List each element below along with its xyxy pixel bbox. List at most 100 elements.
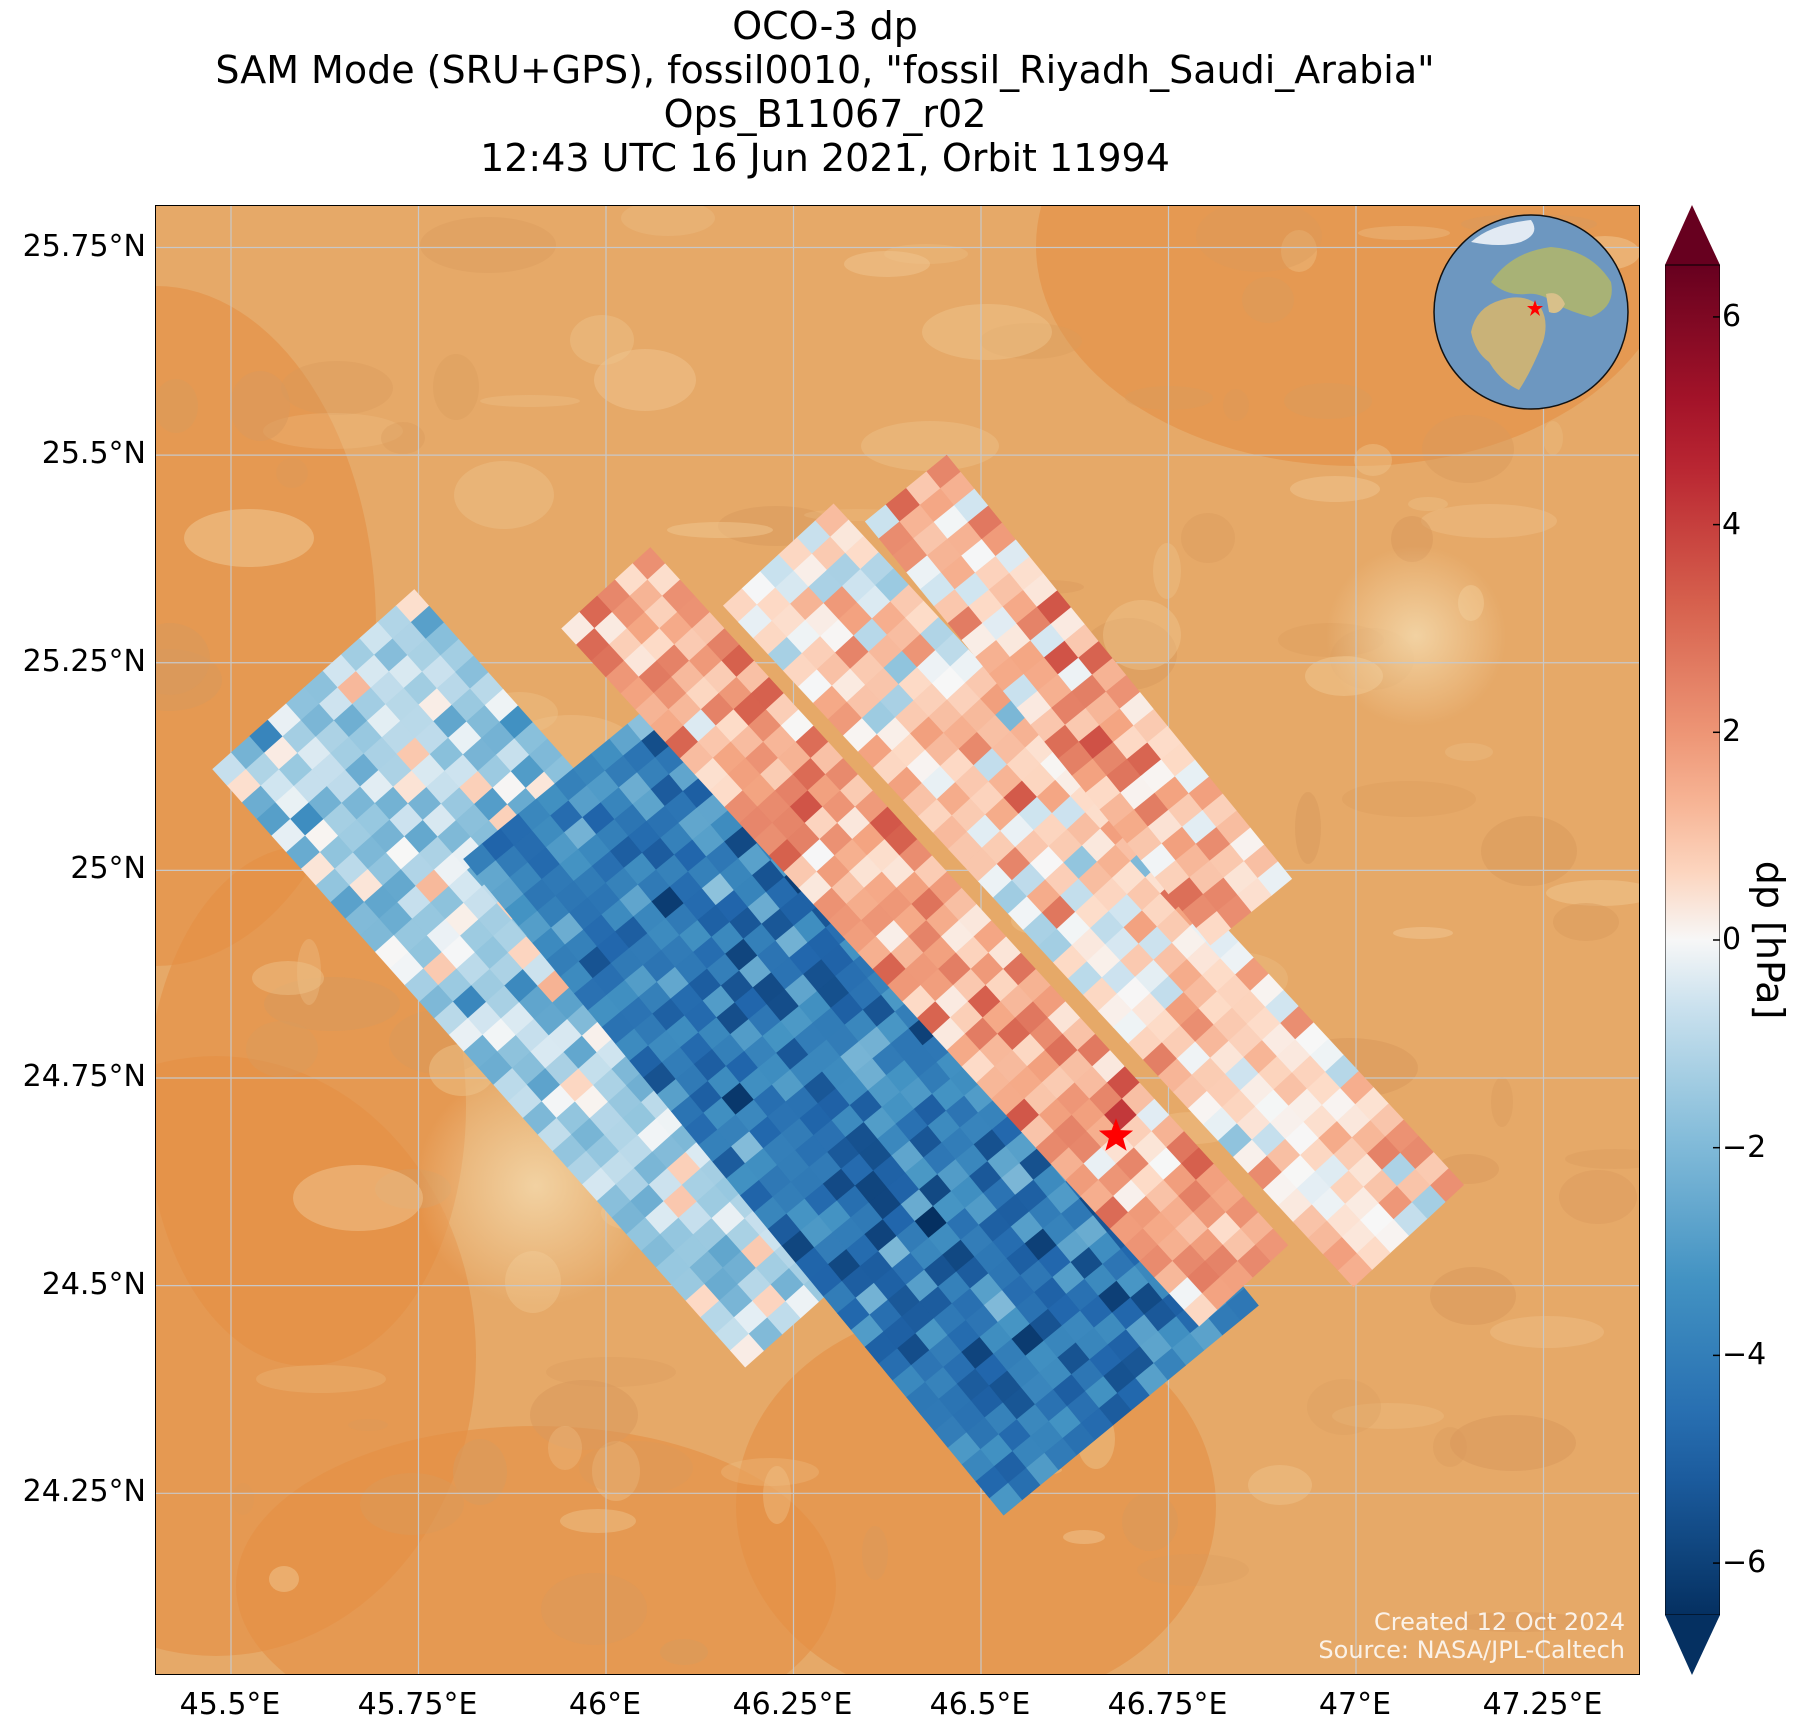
source-credit: Source: NASA/JPL-Caltech bbox=[1318, 1636, 1625, 1664]
terrain-patch bbox=[1223, 389, 1249, 421]
terrain-patch bbox=[297, 939, 321, 1005]
lon-tick-label: 46°E bbox=[568, 1687, 642, 1722]
terrain-patch bbox=[420, 217, 556, 273]
figure-title: OCO-3 dp SAM Mode (SRU+GPS), fossil0010,… bbox=[0, 4, 1650, 180]
terrain-patch bbox=[156, 623, 210, 695]
lat-tick-label: 25.75°N bbox=[22, 228, 146, 264]
terrain-patch bbox=[1122, 1493, 1178, 1551]
terrain-patch bbox=[1281, 230, 1317, 272]
colorbar-label: dp [hPa] bbox=[1748, 860, 1792, 1020]
terrain-patch bbox=[546, 1357, 676, 1387]
terrain-patch bbox=[1103, 600, 1181, 670]
terrain-patch bbox=[360, 1473, 464, 1535]
terrain-patch bbox=[1196, 206, 1322, 272]
colorbar-tick-label: 4 bbox=[1722, 506, 1742, 542]
terrain-patch bbox=[276, 458, 308, 488]
terrain-patch bbox=[570, 315, 634, 365]
terrain-patch bbox=[1242, 277, 1294, 323]
terrain-patch bbox=[1543, 421, 1563, 455]
terrain-patch bbox=[1290, 476, 1380, 502]
terrain-patch bbox=[232, 1483, 254, 1515]
terrain-patch bbox=[1354, 444, 1392, 476]
lat-tick-label: 25.25°N bbox=[22, 643, 146, 679]
terrain-patch bbox=[1422, 415, 1514, 483]
terrain-patch bbox=[721, 1458, 819, 1486]
terrain-patch bbox=[980, 323, 1082, 359]
terrain-patch bbox=[453, 1439, 507, 1505]
title-line-2: SAM Mode (SRU+GPS), fossil0010, "fossil_… bbox=[215, 48, 1435, 92]
terrain-patch bbox=[1565, 1149, 1639, 1169]
colorbar-tick-label: −4 bbox=[1722, 1337, 1767, 1373]
africa bbox=[1471, 297, 1546, 390]
colorbar-tick-label: 2 bbox=[1722, 714, 1742, 750]
lat-tick-label: 24.75°N bbox=[22, 1059, 146, 1095]
terrain-patch bbox=[1450, 1415, 1576, 1471]
eurasia bbox=[1491, 247, 1612, 317]
map-canvas bbox=[156, 206, 1639, 1674]
created-date: Created 12 Oct 2024 bbox=[1374, 1608, 1625, 1636]
terrain-patch bbox=[1393, 927, 1453, 939]
terrain-patch bbox=[348, 1419, 388, 1431]
terrain-patch bbox=[1284, 383, 1372, 419]
lon-tick-label: 46.5°E bbox=[929, 1687, 1031, 1722]
terrain-patch bbox=[548, 1426, 582, 1470]
terrain-patch bbox=[230, 371, 290, 441]
title-line-4: 12:43 UTC 16 Jun 2021, Orbit 11994 bbox=[480, 136, 1170, 180]
terrain-patch bbox=[1295, 792, 1321, 864]
terrain-patch bbox=[1430, 1267, 1516, 1325]
terrain-patch bbox=[1481, 816, 1577, 886]
terrain-patch bbox=[281, 361, 393, 415]
terrain-patch bbox=[293, 1165, 423, 1231]
terrain-patch bbox=[156, 379, 198, 433]
terrain-patch bbox=[1332, 1403, 1444, 1429]
dune-field bbox=[156, 846, 466, 1366]
terrain-patch bbox=[454, 461, 554, 529]
map-panel: Created 12 Oct 2024 Source: NASA/JPL-Cal… bbox=[155, 205, 1640, 1675]
lat-tick-label: 24.5°N bbox=[41, 1266, 146, 1302]
lat-tick-label: 25.5°N bbox=[41, 436, 146, 472]
terrain-patch bbox=[844, 251, 930, 277]
arabia bbox=[1546, 293, 1565, 313]
lon-tick-label: 45.75°E bbox=[357, 1687, 478, 1722]
terrain-patch bbox=[256, 1365, 386, 1393]
colorbar bbox=[1665, 205, 1720, 1675]
terrain-patch bbox=[1248, 1465, 1312, 1505]
terrain-patch bbox=[884, 244, 968, 264]
colorbar-tick-label: 6 bbox=[1722, 298, 1742, 334]
terrain-patch bbox=[592, 1441, 640, 1501]
title-line-3: Ops_B11067_r02 bbox=[663, 92, 987, 136]
terrain-patch bbox=[252, 961, 324, 995]
terrain-patch bbox=[381, 422, 425, 454]
terrain-patch bbox=[246, 1021, 318, 1077]
terrain-patch bbox=[1358, 226, 1450, 240]
lon-tick-label: 46.25°E bbox=[732, 1687, 853, 1722]
terrain-patch bbox=[1342, 781, 1476, 817]
colorbar-extend-top bbox=[1665, 205, 1720, 265]
terrain-patch bbox=[433, 354, 479, 420]
dp-footprint bbox=[1337, 1253, 1373, 1288]
colorbar-tick-label: −6 bbox=[1722, 1545, 1767, 1581]
terrain-patch bbox=[1421, 504, 1557, 538]
terrain-patch bbox=[861, 421, 999, 471]
lon-tick-label: 47.25°E bbox=[1482, 1687, 1603, 1722]
colorbar-tick-label: 0 bbox=[1722, 922, 1742, 957]
dp-footprint bbox=[729, 1333, 764, 1368]
terrain-patch bbox=[263, 413, 403, 449]
dp-footprint bbox=[989, 1482, 1023, 1516]
ice bbox=[1471, 220, 1535, 245]
terrain-patch bbox=[541, 1573, 647, 1645]
terrain-patch bbox=[594, 349, 696, 411]
terrain-patch bbox=[1546, 880, 1639, 906]
terrain-patch bbox=[621, 206, 715, 236]
globe-inset bbox=[1433, 214, 1629, 410]
target-star-shape bbox=[1098, 1118, 1134, 1151]
dune-field bbox=[236, 1426, 836, 1674]
terrain-patch bbox=[1553, 903, 1619, 941]
terrain-patch bbox=[480, 395, 580, 407]
terrain-patch bbox=[269, 1566, 299, 1592]
terrain-patch bbox=[1559, 1170, 1637, 1224]
terrain-patch bbox=[1063, 1530, 1105, 1544]
colorbar-tick-label: −2 bbox=[1722, 1129, 1767, 1165]
globe-target-star-icon bbox=[1527, 300, 1543, 316]
terrain-patch bbox=[1445, 743, 1493, 761]
